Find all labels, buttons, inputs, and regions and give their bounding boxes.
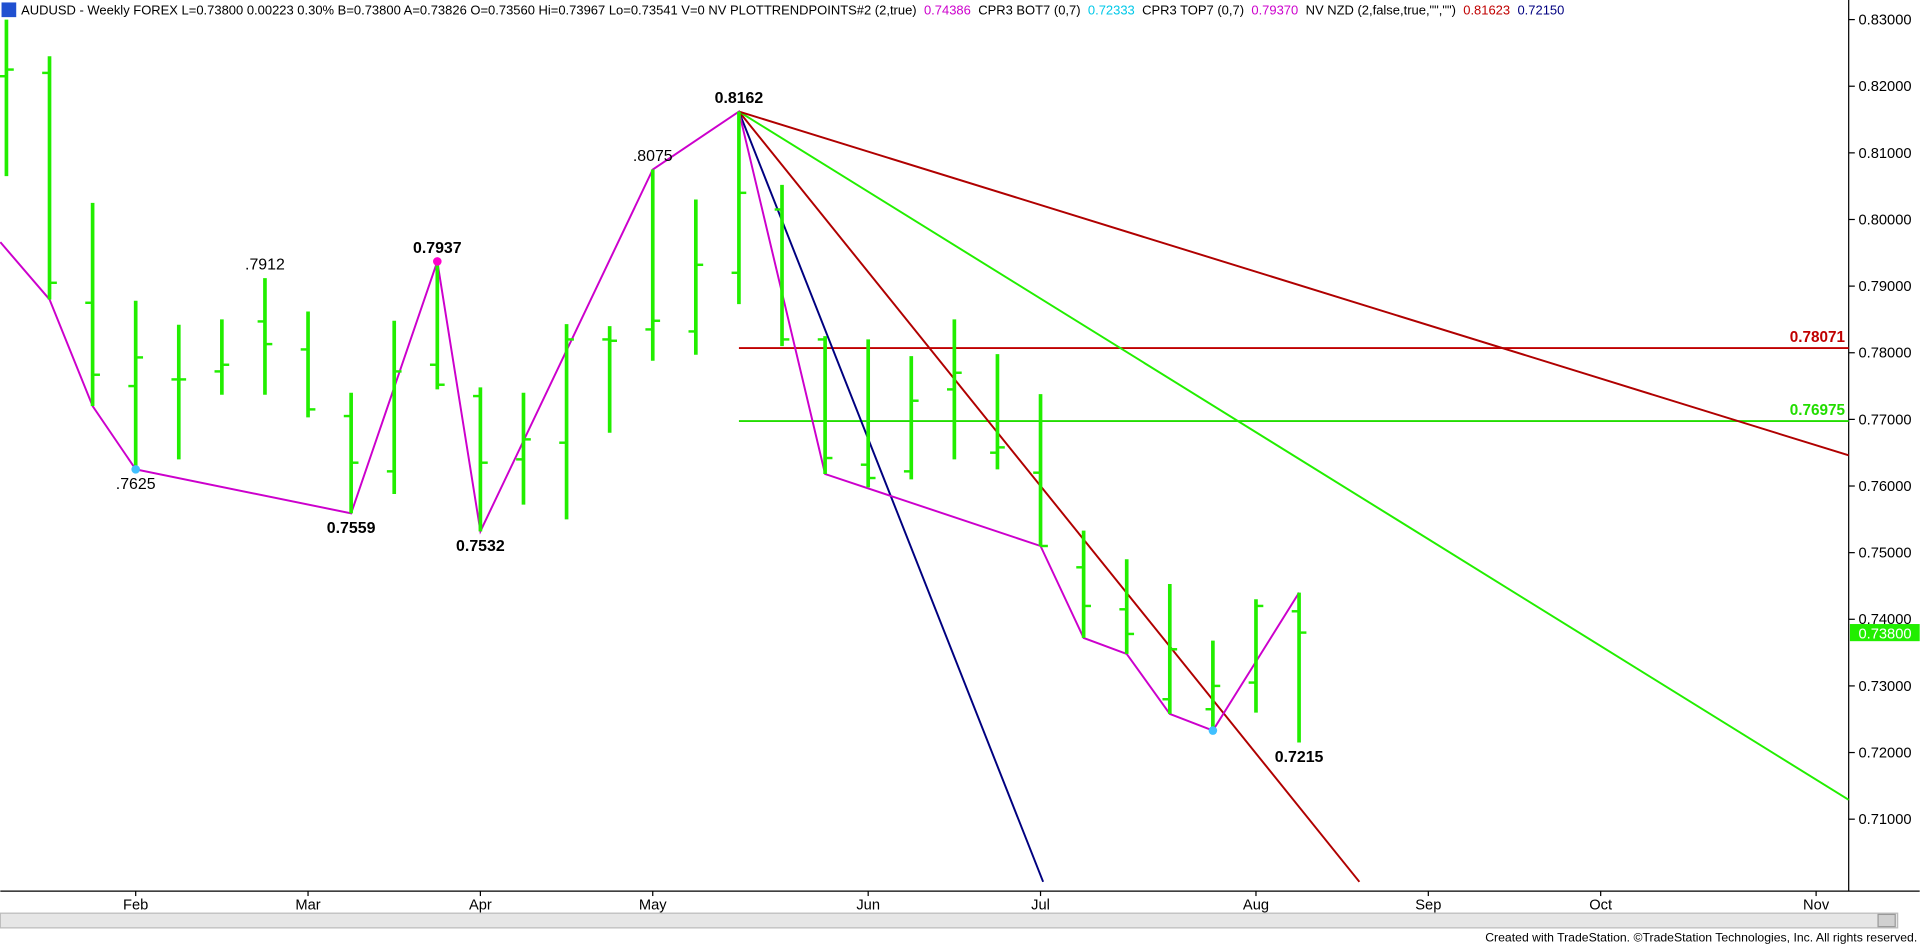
footer: Created with TradeStation. ©TradeStation… (1485, 930, 1917, 944)
scrollbar[interactable] (0, 912, 1899, 929)
y-tick-label: 0.79000 (1858, 279, 1911, 295)
level-label: 0.78071 (1790, 329, 1846, 346)
pivot-dot (1208, 726, 1218, 735)
pivot-dot (433, 257, 442, 266)
high-label: .7912 (245, 257, 285, 274)
x-tick-label: Sep (1415, 898, 1441, 914)
low-label: 0.7532 (456, 538, 505, 555)
low-label: 0.7559 (327, 520, 376, 537)
header-segment: AUDUSD - Weekly FOREX L=0.73800 0.00223 … (21, 3, 917, 18)
header-segment: 0.72333 (1088, 3, 1135, 18)
x-tick-label: May (639, 898, 667, 914)
x-tick-label: Jul (1031, 898, 1050, 914)
high-label: 0.8162 (715, 90, 764, 107)
last-price-tag (1849, 624, 1920, 642)
header-segment: 0.72150 (1517, 3, 1564, 18)
y-tick-label: 0.81000 (1858, 146, 1911, 162)
pivot-dot (131, 465, 140, 474)
header-segment: 0.74386 (924, 3, 971, 18)
y-tick-label: 0.83000 (1858, 12, 1911, 28)
x-tick-label: Aug (1243, 898, 1269, 914)
y-tick-label: 0.82000 (1858, 79, 1911, 95)
trend-line (738, 110, 1849, 457)
y-tick-label: 0.71000 (1858, 812, 1911, 828)
y-tick-label: 0.77000 (1858, 412, 1911, 428)
zigzag-line (0, 109, 1300, 732)
x-tick-label: Nov (1803, 898, 1830, 914)
x-tick-label: Oct (1589, 898, 1612, 914)
y-tick-label: 0.75000 (1858, 546, 1911, 562)
x-tick-label: Jun (856, 898, 880, 914)
header-segment: 0.79370 (1251, 3, 1298, 18)
low-label: .7625 (116, 476, 156, 493)
x-tick-label: Apr (469, 898, 492, 914)
trend-line (738, 110, 1850, 801)
level-label: 0.76975 (1790, 402, 1846, 419)
trend-line (738, 110, 1361, 883)
scroll-thumb[interactable] (1877, 913, 1896, 928)
x-tick-label: Mar (295, 898, 320, 914)
x-tick-label: Feb (123, 898, 148, 914)
low-label: 0.7215 (1275, 749, 1324, 766)
header-segment: 0.81623 (1463, 3, 1510, 18)
header-segment: CPR3 BOT7 (0,7) (978, 3, 1080, 18)
header: AUDUSD - Weekly FOREX L=0.73800 0.00223 … (21, 3, 1564, 18)
y-tick-label: 0.72000 (1858, 745, 1911, 761)
header-segment: NV NZD (2,false,true,"","") (1306, 3, 1456, 18)
high-label: .8075 (633, 148, 673, 165)
symbol-icon (1, 2, 17, 18)
last-price-label: 0.73800 (1858, 627, 1911, 643)
y-tick-label: 0.73000 (1858, 679, 1911, 695)
y-tick-label: 0.78000 (1858, 346, 1911, 362)
y-tick-label: 0.76000 (1858, 479, 1911, 495)
y-tick-label: 0.80000 (1858, 212, 1911, 228)
high-label: 0.7937 (413, 240, 462, 257)
header-segment: CPR3 TOP7 (0,7) (1142, 3, 1244, 18)
